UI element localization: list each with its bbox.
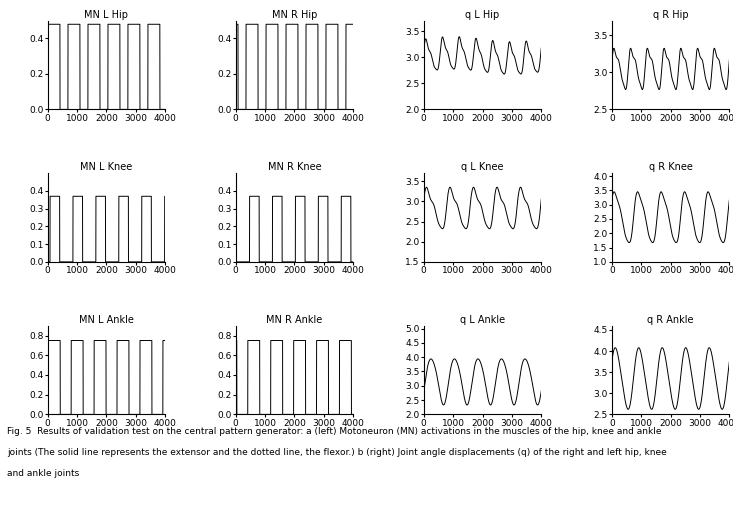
Title: q R Knee: q R Knee	[649, 163, 693, 172]
Title: MN R Hip: MN R Hip	[272, 10, 317, 20]
Text: and ankle joints: and ankle joints	[7, 469, 80, 478]
Title: q L Knee: q L Knee	[461, 163, 504, 172]
Title: MN L Ankle: MN L Ankle	[79, 315, 134, 325]
Title: MN R Knee: MN R Knee	[268, 163, 321, 172]
Title: MN L Hip: MN L Hip	[84, 10, 128, 20]
Title: q R Hip: q R Hip	[653, 10, 688, 20]
Title: q R Ankle: q R Ankle	[647, 315, 694, 325]
Text: joints (The solid line represents the extensor and the dotted line, the flexor.): joints (The solid line represents the ex…	[7, 448, 667, 457]
Title: q L Hip: q L Hip	[465, 10, 500, 20]
Title: MN L Knee: MN L Knee	[81, 163, 133, 172]
Title: MN R Ankle: MN R Ankle	[266, 315, 323, 325]
Title: q L Ankle: q L Ankle	[460, 315, 505, 325]
Text: Fig. 5  Results of validation test on the central pattern generator: a (left) Mo: Fig. 5 Results of validation test on the…	[7, 427, 662, 436]
